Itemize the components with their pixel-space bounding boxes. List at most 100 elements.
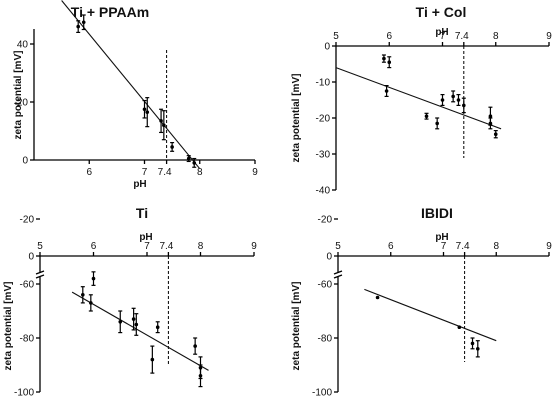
data-point <box>118 320 123 324</box>
x-tick-label: 8 <box>493 241 499 252</box>
x-tick-label: 5 <box>37 241 43 252</box>
data-point <box>493 132 498 136</box>
data-point <box>440 98 445 102</box>
data-point <box>457 325 462 330</box>
x-axis-label: pH <box>139 232 152 243</box>
data-point <box>76 24 80 29</box>
chart-panel-2: Ti + Col 5 6 7 7.4 8 9 pH 0 -10 -20 -30 -40 zeta pote… <box>291 4 552 197</box>
chart-panel-4: IBIDI 5 6 7 7.4 8 9 pH 0 -20 -60 -80 -100 zeta potent… <box>291 205 552 399</box>
chart-panel-3: Ti 5 6 7 7.4 8 9 pH 0 -20 -60 -80 -100 zeta potential… <box>3 205 257 399</box>
x-tick-label: 9 <box>251 241 257 252</box>
x-axis-label: pH <box>133 179 146 190</box>
x-tick-label: 7 <box>441 241 447 252</box>
data-point <box>81 293 85 297</box>
x-tick-label: 9 <box>546 31 552 42</box>
data-point <box>435 121 439 126</box>
data-point <box>462 103 466 108</box>
axis-break-mark <box>333 270 343 275</box>
y-tick-label: -80 <box>20 334 35 345</box>
fit-line <box>71 291 209 371</box>
data-point <box>488 121 493 126</box>
data-point <box>150 357 155 362</box>
data-point <box>142 107 147 112</box>
y-tick-label: -20 <box>316 114 331 125</box>
y-axis-label: zeta potential [mV] <box>3 282 14 371</box>
axis-break-mark <box>333 274 343 279</box>
data-point <box>488 114 493 118</box>
fit-line <box>364 288 497 342</box>
y-tick-label: -20 <box>318 215 333 226</box>
y-axis-label: zeta potential [mV] <box>13 51 24 140</box>
x-tick-label: 6 <box>386 31 392 42</box>
x-tick-label: 8 <box>197 167 203 178</box>
y-tick-label: -10 <box>316 78 331 89</box>
x-tick-label: 7 <box>142 167 148 178</box>
data-point <box>475 347 480 351</box>
y-axis-label: zeta potential [mV] <box>291 282 302 371</box>
data-point <box>162 123 166 127</box>
data-point <box>451 94 455 99</box>
fit-line <box>335 67 502 130</box>
y-tick-label: -80 <box>318 334 333 345</box>
x-tick-label: 7 <box>144 241 150 252</box>
data-point <box>159 119 163 123</box>
chart-title: Ti <box>136 205 148 221</box>
axis-break-mark <box>35 270 45 275</box>
x-tick-label: 8 <box>493 31 499 42</box>
chart-title: Ti + PPAAm <box>71 4 149 20</box>
y-tick-label: 0 <box>28 252 34 263</box>
x-tick-label: 6 <box>86 167 92 178</box>
chart-title: IBIDI <box>421 205 453 221</box>
y-tick-label: 0 <box>326 252 332 263</box>
x-tick-label: 6 <box>388 241 394 252</box>
x-axis-label: pH <box>435 27 448 38</box>
data-point <box>382 56 386 61</box>
axis-break-gap <box>35 273 45 277</box>
y-tick-label: -20 <box>20 215 35 226</box>
y-tick-label: -40 <box>316 186 331 197</box>
x-tick-label: 6 <box>91 241 97 252</box>
data-point <box>186 156 191 161</box>
data-point <box>424 114 429 118</box>
fit-line <box>61 0 201 170</box>
x-axis-label: pH <box>435 232 448 243</box>
data-point <box>89 301 93 305</box>
data-point <box>131 317 136 321</box>
y-tick-label: 0 <box>22 156 28 167</box>
data-point <box>134 322 139 327</box>
data-point <box>81 20 86 25</box>
data-point <box>470 341 475 346</box>
y-tick-label: 40 <box>17 40 29 51</box>
y-axis-label: zeta potential [mV] <box>291 74 302 163</box>
data-point <box>456 98 461 102</box>
y-tick-label: 0 <box>324 42 330 53</box>
y-tick-label: -60 <box>318 280 333 291</box>
y-tick-label: -100 <box>14 388 34 399</box>
y-tick-label: -100 <box>312 388 332 399</box>
y-tick-label: 20 <box>17 98 29 109</box>
data-point <box>375 295 380 300</box>
x-tick-label: 9 <box>252 167 258 178</box>
chart-title: Ti + Col <box>416 4 467 20</box>
axis-break-mark <box>35 274 45 279</box>
data-point <box>91 276 96 281</box>
x-tick-label: 7.4 <box>158 167 172 178</box>
x-tick-label: 5 <box>333 31 339 42</box>
y-tick-label: -60 <box>20 280 35 291</box>
y-tick-label: -30 <box>316 150 331 161</box>
x-tick-label: 7.4 <box>456 241 470 252</box>
axis-break-gap <box>333 273 343 277</box>
x-tick-label: 7.4 <box>455 31 469 42</box>
x-tick-label: 8 <box>198 241 204 252</box>
data-point <box>155 325 160 330</box>
x-tick-label: 5 <box>335 241 341 252</box>
data-point <box>145 110 150 114</box>
data-point <box>198 365 203 370</box>
x-tick-label: 7.4 <box>159 241 173 252</box>
data-point <box>384 89 389 93</box>
data-point <box>192 161 197 165</box>
data-point <box>170 145 174 149</box>
data-point <box>387 60 392 64</box>
